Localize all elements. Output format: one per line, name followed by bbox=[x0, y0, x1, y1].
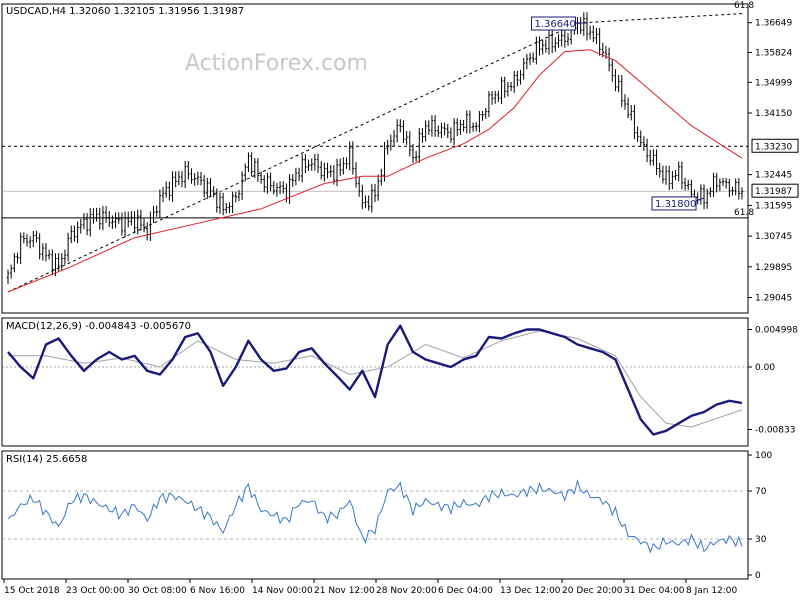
time-tick-label: 13 Dec 12:00 bbox=[500, 586, 561, 596]
time-tick-label: 28 Nov 20:00 bbox=[376, 586, 437, 596]
time-tick-label: 6 Nov 16:00 bbox=[190, 586, 245, 596]
price-tick-label: 1.32445 bbox=[755, 171, 792, 181]
level-price-tag: 1.33230 bbox=[755, 142, 792, 152]
rsi-label: RSI(14) 25.6658 bbox=[6, 454, 87, 465]
moving-average-line bbox=[7, 49, 743, 293]
time-tick-label: 21 Nov 12:00 bbox=[314, 586, 375, 596]
macd-label: MACD(12,26,9) -0.004843 -0.005670 bbox=[6, 321, 191, 332]
time-tick-label: 6 Dec 04:00 bbox=[438, 586, 493, 596]
price-tick-label: 1.30745 bbox=[755, 232, 792, 242]
time-tick-label: 8 Jan 12:00 bbox=[686, 586, 738, 596]
macd-tick-label: -0.00833 bbox=[755, 425, 795, 435]
price-tick-label: 1.29895 bbox=[755, 263, 792, 273]
time-tick-label: 31 Dec 04:00 bbox=[624, 586, 685, 596]
time-tick-label: 30 Oct 08:00 bbox=[128, 586, 187, 596]
rsi-panel-frame bbox=[1, 450, 749, 580]
current-price-box bbox=[751, 183, 799, 198]
rsi-tick-label: 100 bbox=[755, 451, 772, 461]
low-label-box bbox=[651, 196, 697, 211]
price-tick-label: 1.31595 bbox=[755, 201, 792, 211]
rsi-tick-label: 0 bbox=[755, 571, 761, 581]
price-panel-frame bbox=[1, 3, 749, 314]
level-price-box bbox=[751, 138, 799, 153]
time-tick-label: 20 Dec 20:00 bbox=[562, 586, 623, 596]
time-tick-label: 23 Oct 00:00 bbox=[66, 586, 125, 596]
watermark: ActionForex.com bbox=[185, 51, 368, 76]
time-tick-label: 14 Nov 00:00 bbox=[252, 586, 313, 596]
current-price-tag: 1.31987 bbox=[755, 187, 792, 197]
low-pointer bbox=[695, 197, 705, 202]
rsi-layer bbox=[2, 478, 748, 554]
macd-tick-label: 0.004998 bbox=[755, 326, 798, 336]
macd-tick-label: 0.00 bbox=[755, 363, 775, 373]
macd-layer bbox=[2, 324, 748, 436]
axis-layer: 1.36649 1.35824 1.34999 1.34150 1.33230 1.324… bbox=[3, 19, 799, 596]
price-tick-label: 1.35824 bbox=[755, 49, 792, 59]
price-tick-label: 1.36649 bbox=[755, 19, 792, 29]
low-label-text: 1.31800 bbox=[655, 199, 696, 210]
price-tick-label: 1.34999 bbox=[755, 78, 792, 88]
symbol-header: USDCAD,H4 1.32060 1.32105 1.31956 1.3198… bbox=[6, 6, 244, 17]
rsi-tick-label: 30 bbox=[755, 535, 767, 545]
fib-618-top-label: 61.8 bbox=[734, 1, 754, 11]
high-label-text: 1.36640 bbox=[534, 19, 575, 30]
price-tick-label: 1.29045 bbox=[755, 294, 792, 304]
price-tick-label: 1.34150 bbox=[755, 109, 792, 119]
macd-line bbox=[7, 324, 743, 436]
rsi-tick-label: 70 bbox=[755, 487, 767, 497]
macd-panel-frame bbox=[1, 317, 749, 447]
time-tick-label: 15 Oct 2018 bbox=[4, 586, 60, 596]
price-layer: 61.8 61.8 1.36640 1.31800 bbox=[2, 1, 754, 293]
macd-signal-line bbox=[8, 330, 743, 428]
fib-618-label: 61.8 bbox=[734, 208, 754, 218]
trendline bbox=[7, 22, 578, 293]
rsi-line bbox=[7, 478, 743, 554]
